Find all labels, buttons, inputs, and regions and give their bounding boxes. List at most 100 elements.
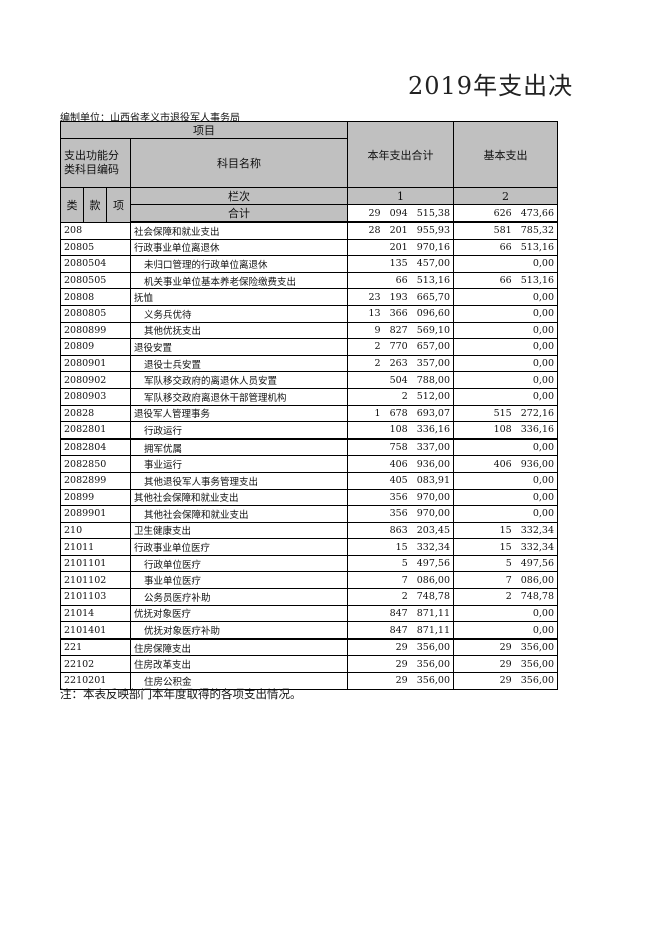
table-row: 20899 其他社会保障和就业支出 356 970,00 0,00 bbox=[60, 488, 558, 507]
table-row: 2089901 其他社会保障和就业支出 356 970,00 0,00 bbox=[60, 505, 558, 523]
row-name: 退役安置 bbox=[130, 338, 348, 356]
row-code: 2080903 bbox=[60, 387, 131, 406]
footnote: 注：本表反映部门本年度取得的各项支出情况。 bbox=[60, 687, 302, 701]
row-basic: 15 332,34 bbox=[453, 538, 558, 556]
row-total: 9 827 569,10 bbox=[347, 321, 454, 340]
header-basic: 基本支出 bbox=[453, 121, 558, 188]
row-total: 2 512,00 bbox=[347, 387, 454, 406]
row-total: 356 970,00 bbox=[347, 505, 454, 523]
row-basic: 0,00 bbox=[453, 338, 558, 356]
compiling-unit: 编制单位：山西省孝义市退役军人事务局 bbox=[60, 113, 240, 124]
row-code: 21011 bbox=[60, 538, 131, 556]
row-basic: 0,00 bbox=[453, 488, 558, 507]
row-code: 2080504 bbox=[60, 255, 131, 273]
row-code: 2080902 bbox=[60, 371, 131, 389]
row-name: 退役士兵安置 bbox=[130, 354, 348, 373]
row-name: 其他社会保障和就业支出 bbox=[130, 488, 348, 507]
table-row: 2101102 事业单位医疗 7 086,00 7 086,00 bbox=[60, 571, 558, 590]
row-total: 29 356,00 bbox=[347, 655, 454, 674]
row-total: 847 871,11 bbox=[347, 604, 454, 623]
row-code: 2082899 bbox=[60, 471, 131, 490]
row-basic: 0,00 bbox=[453, 604, 558, 623]
row-total: 356 970,00 bbox=[347, 488, 454, 507]
table-row: 2080902 军队移交政府的离退休人员安置 504 788,00 0,00 bbox=[60, 371, 558, 389]
table-row: 2080505 机关事业单位基本养老保险缴费支出 66 513,16 66 51… bbox=[60, 271, 558, 290]
table-row: 2080899 其他优抚支出 9 827 569,10 0,00 bbox=[60, 321, 558, 340]
row-code: 22102 bbox=[60, 655, 131, 674]
table-row: 208 社会保障和就业支出 28 201 955,93 581 785,32 bbox=[60, 221, 558, 240]
row-basic: 7 086,00 bbox=[453, 571, 558, 590]
table-row: 21011 行政事业单位医疗 15 332,34 15 332,34 bbox=[60, 538, 558, 556]
row-total: 2 770 657,00 bbox=[347, 338, 454, 356]
row-code: 20828 bbox=[60, 404, 131, 423]
table-row: 20808 抚恤 23 193 665,70 0,00 bbox=[60, 288, 558, 306]
table-row: 20809 退役安置 2 770 657,00 0,00 bbox=[60, 338, 558, 356]
row-basic: 108 336,16 bbox=[453, 421, 558, 440]
row-total: 1 678 693,07 bbox=[347, 404, 454, 423]
row-total: 13 366 096,60 bbox=[347, 304, 454, 323]
table-row: 2080903 军队移交政府离退休干部管理机构 2 512,00 0,00 bbox=[60, 387, 558, 406]
header-lanci: 栏次 bbox=[130, 187, 348, 205]
row-name: 未归口管理的行政单位离退休 bbox=[130, 255, 348, 273]
row-name: 行政事业单位医疗 bbox=[130, 538, 348, 556]
row-basic: 0,00 bbox=[453, 371, 558, 389]
row-code: 2101101 bbox=[60, 554, 131, 573]
table-row: 2080504 未归口管理的行政单位离退休 135 457,00 0,00 bbox=[60, 255, 558, 273]
table-row: 2101103 公务员医疗补助 2 748,78 2 748,78 bbox=[60, 588, 558, 606]
table-row: 2082804 拥军优属 758 337,00 0,00 bbox=[60, 438, 558, 457]
row-basic: 0,00 bbox=[453, 471, 558, 490]
table-row: 2082801 行政运行 108 336,16 108 336,16 bbox=[60, 421, 558, 440]
row-total: 15 332,34 bbox=[347, 538, 454, 556]
row-name: 其他优抚支出 bbox=[130, 321, 348, 340]
row-code: 2101401 bbox=[60, 621, 131, 640]
header-kuan: 款 bbox=[83, 187, 107, 223]
row-total: 201 970,16 bbox=[347, 238, 454, 257]
row-name: 其他退役军人事务管理支出 bbox=[130, 471, 348, 490]
row-total: 863 203,45 bbox=[347, 521, 454, 540]
table-row: 2210201 住房公积金 29 356,00 29 356,00 bbox=[60, 672, 558, 690]
total-row-label: 合计 bbox=[130, 204, 348, 223]
row-total: 29 356,00 bbox=[347, 672, 454, 690]
row-code: 2101102 bbox=[60, 571, 131, 590]
total-row-basic: 626 473,66 bbox=[453, 204, 558, 223]
row-name: 优抚对象医疗 bbox=[130, 604, 348, 623]
row-basic: 15 332,34 bbox=[453, 521, 558, 540]
row-total: 406 936,00 bbox=[347, 455, 454, 473]
row-name: 事业运行 bbox=[130, 455, 348, 473]
row-basic: 29 356,00 bbox=[453, 672, 558, 690]
row-code: 2082850 bbox=[60, 455, 131, 473]
table-row: 221 住房保障支出 29 356,00 29 356,00 bbox=[60, 638, 558, 657]
row-total: 758 337,00 bbox=[347, 438, 454, 457]
row-name: 卫生健康支出 bbox=[130, 521, 348, 540]
row-code: 20809 bbox=[60, 338, 131, 356]
row-basic: 0,00 bbox=[453, 505, 558, 523]
row-code: 2089901 bbox=[60, 505, 131, 523]
header-name: 科目名称 bbox=[130, 138, 348, 188]
expenditure-table: 项目 本年支出合计 基本支出 支出功能分类科目编码 科目名称 类款项栏次 1 2 合计 29… bbox=[60, 121, 558, 690]
row-name: 机关事业单位基本养老保险缴费支出 bbox=[130, 271, 348, 290]
table-row: 20828 退役军人管理事务 1 678 693,07 515 272,16 bbox=[60, 404, 558, 423]
total-row-total: 29 094 515,38 bbox=[347, 204, 454, 223]
table-row: 20805 行政事业单位离退休 201 970,16 66 513,16 bbox=[60, 238, 558, 257]
table-row: 2101401 优抚对象医疗补助 847 871,11 0,00 bbox=[60, 621, 558, 640]
table-row: 2082850 事业运行 406 936,00 406 936,00 bbox=[60, 455, 558, 473]
row-code: 208 bbox=[60, 221, 131, 240]
row-basic: 406 936,00 bbox=[453, 455, 558, 473]
row-total: 28 201 955,93 bbox=[347, 221, 454, 240]
header-code: 支出功能分类科目编码 bbox=[60, 138, 131, 188]
row-code: 21014 bbox=[60, 604, 131, 623]
row-total: 66 513,16 bbox=[347, 271, 454, 290]
row-total: 847 871,11 bbox=[347, 621, 454, 640]
row-basic: 0,00 bbox=[453, 438, 558, 457]
row-code: 20808 bbox=[60, 288, 131, 306]
row-name: 住房保障支出 bbox=[130, 638, 348, 657]
row-name: 行政单位医疗 bbox=[130, 554, 348, 573]
header-item: 项目 bbox=[60, 121, 348, 139]
row-total: 29 356,00 bbox=[347, 638, 454, 657]
row-code: 2101103 bbox=[60, 588, 131, 606]
col-number-2: 2 bbox=[453, 187, 558, 205]
row-total: 7 086,00 bbox=[347, 571, 454, 590]
row-total: 405 083,91 bbox=[347, 471, 454, 490]
row-basic: 29 356,00 bbox=[453, 638, 558, 657]
report-title: 2019年支出决 bbox=[408, 72, 574, 100]
